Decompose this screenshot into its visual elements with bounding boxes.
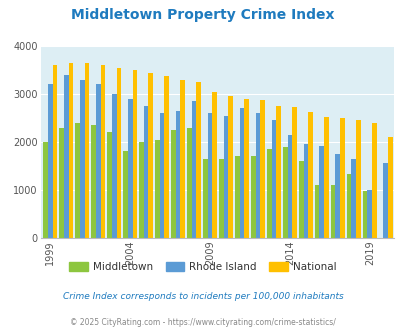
Bar — [266, 149, 271, 238]
Bar — [84, 63, 89, 238]
Bar — [371, 123, 376, 238]
Bar — [196, 82, 201, 238]
Bar — [107, 132, 111, 238]
Bar — [191, 101, 196, 238]
Bar — [250, 156, 255, 238]
Bar — [175, 111, 180, 238]
Bar — [362, 191, 367, 238]
Bar — [282, 147, 287, 238]
Bar — [346, 174, 351, 238]
Bar — [319, 146, 324, 238]
Bar — [223, 115, 228, 238]
Bar — [228, 96, 232, 238]
Bar — [314, 185, 319, 238]
Bar — [159, 113, 164, 238]
Bar — [171, 130, 175, 238]
Bar — [330, 185, 335, 238]
Bar — [244, 99, 249, 238]
Bar — [128, 99, 132, 238]
Bar — [96, 84, 100, 238]
Bar — [355, 120, 360, 238]
Bar — [116, 68, 121, 238]
Bar — [287, 135, 292, 238]
Bar — [64, 75, 68, 238]
Bar — [53, 65, 57, 238]
Bar — [132, 70, 137, 238]
Bar — [48, 84, 53, 238]
Bar — [75, 123, 79, 238]
Bar — [154, 140, 159, 238]
Bar — [123, 151, 128, 238]
Bar — [335, 154, 339, 238]
Bar — [303, 144, 307, 238]
Bar — [207, 113, 212, 238]
Bar — [91, 125, 96, 238]
Bar — [212, 92, 217, 238]
Bar — [367, 190, 371, 238]
Bar — [292, 108, 296, 238]
Bar — [59, 127, 64, 238]
Bar — [139, 142, 143, 238]
Bar — [276, 106, 280, 238]
Bar — [111, 94, 116, 238]
Bar — [298, 161, 303, 238]
Bar — [234, 156, 239, 238]
Bar — [43, 142, 48, 238]
Bar — [68, 63, 73, 238]
Bar — [351, 159, 355, 238]
Bar — [148, 73, 153, 238]
Bar — [324, 117, 328, 238]
Bar — [202, 159, 207, 238]
Bar — [382, 163, 387, 238]
Text: Middletown Property Crime Index: Middletown Property Crime Index — [71, 8, 334, 22]
Bar — [255, 113, 260, 238]
Bar — [260, 100, 264, 238]
Bar — [79, 80, 84, 238]
Text: Crime Index corresponds to incidents per 100,000 inhabitants: Crime Index corresponds to incidents per… — [62, 292, 343, 301]
Bar — [180, 80, 185, 238]
Bar — [271, 120, 276, 238]
Text: © 2025 CityRating.com - https://www.cityrating.com/crime-statistics/: © 2025 CityRating.com - https://www.city… — [70, 318, 335, 327]
Bar — [100, 65, 105, 238]
Legend: Middletown, Rhode Island, National: Middletown, Rhode Island, National — [65, 258, 340, 276]
Bar — [164, 76, 169, 238]
Bar — [307, 112, 312, 238]
Bar — [218, 159, 223, 238]
Bar — [143, 106, 148, 238]
Bar — [339, 118, 344, 238]
Bar — [239, 108, 244, 238]
Bar — [186, 127, 191, 238]
Bar — [387, 137, 392, 238]
